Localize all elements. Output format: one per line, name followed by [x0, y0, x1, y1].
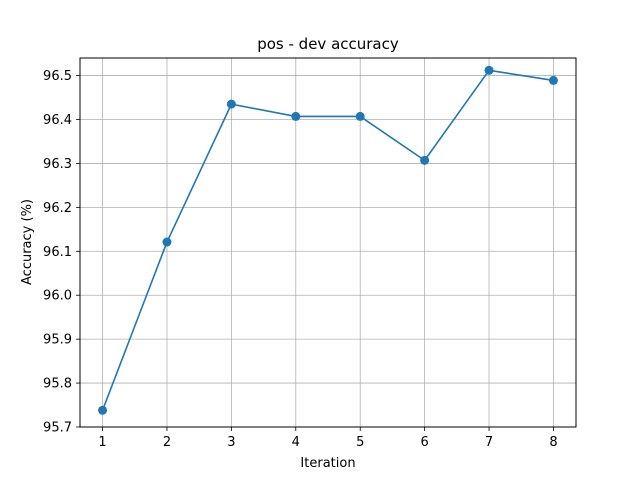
plot-frame	[79, 57, 577, 428]
data-point	[98, 405, 108, 415]
y-tick-label: 96.0	[43, 289, 72, 304]
data-point	[291, 111, 301, 121]
data-point	[548, 75, 558, 85]
y-tick-label: 95.7	[43, 421, 72, 436]
grid	[80, 58, 576, 428]
y-tick-label: 96.5	[43, 69, 72, 84]
x-tick-label: 7	[485, 435, 493, 450]
x-tick-label: 4	[292, 435, 300, 450]
data-point	[162, 237, 172, 247]
x-tick-label: 2	[163, 435, 171, 450]
y-tick-label: 96.3	[43, 157, 72, 172]
series-line	[101, 69, 554, 411]
x-tick-label: 3	[227, 435, 235, 450]
series-layer	[98, 65, 558, 415]
y-tick-label: 96.1	[43, 245, 72, 260]
chart-title: pos - dev accuracy	[257, 35, 399, 53]
x-tick-label: 6	[420, 435, 428, 450]
y-tick-label: 96.4	[43, 113, 72, 128]
y-tick-label: 96.2	[43, 201, 72, 216]
y-tick-label: 95.9	[43, 333, 72, 348]
y-tick-label: 95.8	[43, 377, 72, 392]
x-tick-label: 5	[356, 435, 364, 450]
data-point	[226, 99, 236, 109]
ticks: 1 2 3 4 5 6 7 8 95.7 95.8 95.9 96.0 96.1 96.2 96.3 96.4…	[43, 69, 558, 450]
y-axis-label: Accuracy (%)	[20, 199, 35, 285]
data-point	[484, 65, 494, 75]
data-point	[355, 111, 365, 121]
x-tick-label: 1	[98, 435, 106, 450]
x-tick-label: 8	[549, 435, 557, 450]
data-point	[420, 155, 430, 165]
x-axis-label: Iteration	[300, 456, 355, 471]
